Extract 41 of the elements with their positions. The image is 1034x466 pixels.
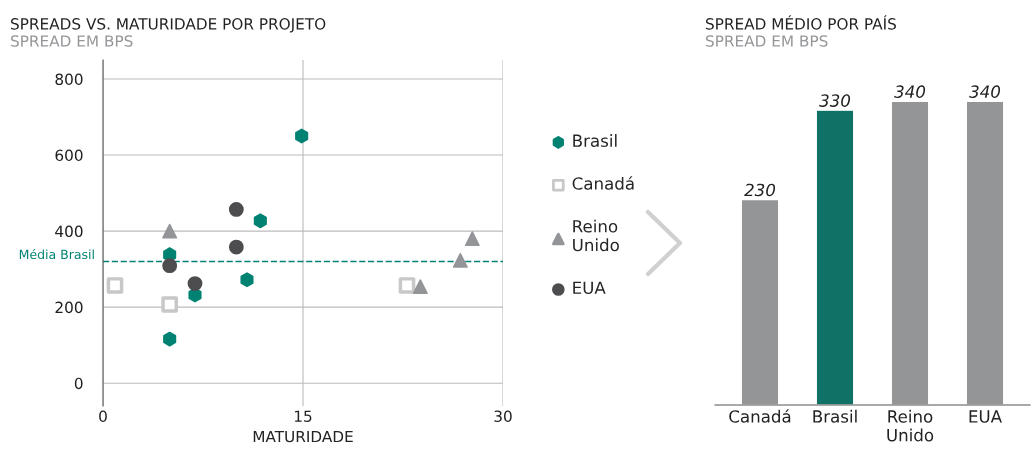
y-tick-label: 600 xyxy=(55,149,83,162)
ref-line-label: Média Brasil xyxy=(19,248,94,260)
point xyxy=(228,239,244,255)
point xyxy=(187,276,203,291)
x-tick-label: Canadá xyxy=(729,409,791,423)
y-tick-label: 0 xyxy=(74,377,83,390)
data-label: 340 xyxy=(894,85,926,98)
data-label: 330 xyxy=(819,94,851,107)
data-label: 230 xyxy=(744,183,776,197)
point xyxy=(163,331,177,347)
chart-subtitle: SPREAD EM BPS xyxy=(706,35,828,47)
x-tick-label: 30 xyxy=(494,410,512,422)
point xyxy=(228,202,244,217)
y-tick-label: 200 xyxy=(55,301,83,314)
point xyxy=(464,231,480,247)
point xyxy=(162,258,178,274)
chart-title: SPREAD MÉDIO POR PAÍS xyxy=(706,15,896,30)
point xyxy=(106,277,124,294)
x-tick-label: 15 xyxy=(294,410,312,422)
point xyxy=(412,279,428,295)
point xyxy=(253,213,267,229)
x-axis-title: MATURIDADE xyxy=(253,430,353,443)
point xyxy=(295,128,309,144)
x-tick-label: 0 xyxy=(99,410,107,422)
legend-label: EUA xyxy=(573,281,606,295)
y-tick-label: 800 xyxy=(55,73,83,86)
chart-title: SPREADS VS. MATURIDADE POR PROJETO xyxy=(11,18,326,33)
x-tick-label: EUA xyxy=(969,410,1002,423)
point xyxy=(161,296,178,313)
chart-subtitle: SPREAD EM BPS xyxy=(11,35,133,47)
legend-label: Reino Unido xyxy=(573,219,619,252)
legend-label: Brasil xyxy=(573,134,617,148)
point xyxy=(162,223,178,239)
point xyxy=(240,272,254,288)
legend-label: Canadá xyxy=(572,176,634,190)
x-tick-label: Brasil xyxy=(813,409,857,423)
data-label: 340 xyxy=(969,85,1001,98)
y-tick-label: 400 xyxy=(55,225,83,238)
point xyxy=(398,277,416,294)
point xyxy=(452,252,468,268)
x-tick-label: Reino Unido xyxy=(887,409,934,442)
